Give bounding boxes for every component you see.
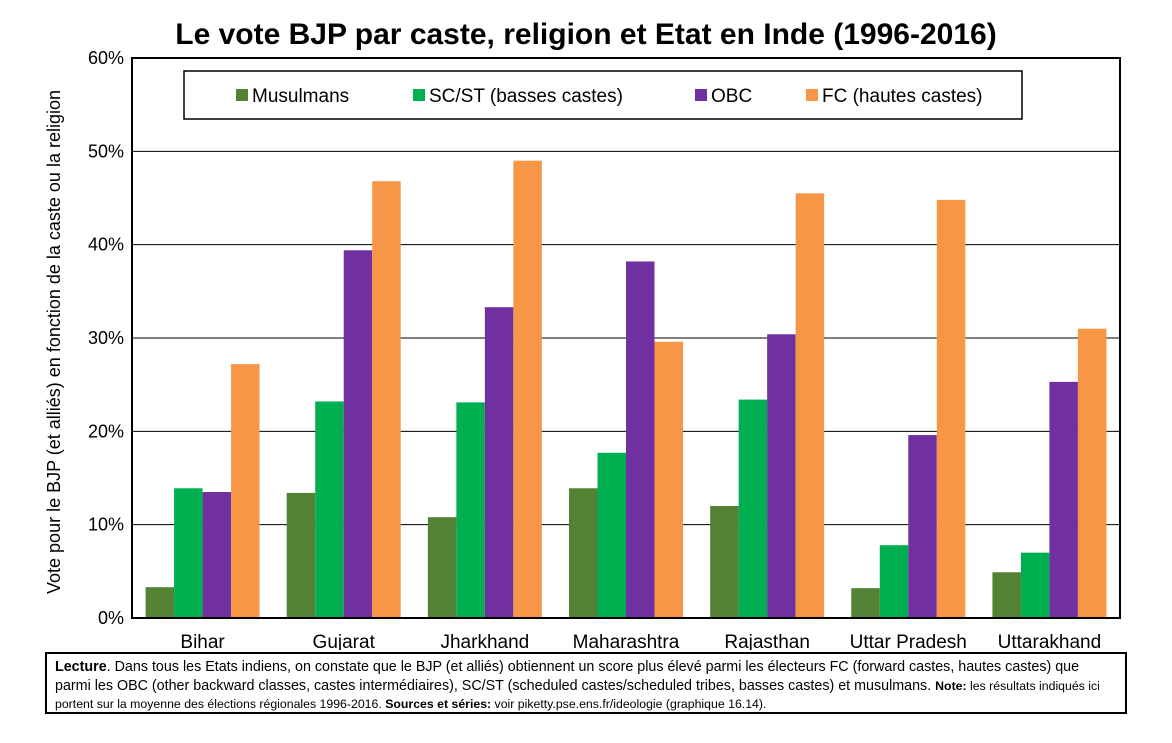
chart-title: Le vote BJP par caste, religion et Etat … [175, 18, 997, 51]
bar [738, 399, 768, 618]
legend-swatch [413, 89, 425, 101]
bar [513, 160, 542, 618]
legend: Musulmans SC/ST (basses castes) OBC FC (hau… [183, 70, 1023, 120]
y-tick-label: 10% [88, 515, 124, 535]
legend-swatch [695, 89, 707, 101]
y-axis-label: Vote pour le BJP (et alliés) en fonction… [44, 90, 64, 594]
bar [654, 341, 683, 618]
bar [145, 587, 175, 618]
bar [1049, 381, 1078, 618]
legend-box [183, 70, 1023, 120]
legend-label: SC/ST (basses castes) [429, 86, 623, 107]
x-tick-label: Gujarat [313, 632, 376, 650]
x-tick-labels: Bihar Gujarat Jharkhand Maharashtra Rajastha… [180, 632, 1101, 650]
bar [795, 193, 825, 619]
bar [1020, 552, 1050, 618]
bar [343, 250, 373, 618]
bar [992, 572, 1021, 618]
bar [569, 488, 598, 618]
bar [879, 545, 909, 618]
legend-label: FC (hautes castes) [822, 86, 983, 107]
x-tick-label: Jharkhand [440, 632, 529, 650]
note-sources-label: Sources et séries: [385, 697, 492, 711]
bar [851, 588, 880, 618]
legend-swatch [236, 89, 248, 101]
y-tick-label: 30% [88, 328, 124, 348]
legend-label: OBC [711, 86, 752, 107]
bars [145, 160, 1107, 619]
bar-chart: 0% 10% 20% 30% 40% 50% 60% Bihar Gujarat Jharkha… [44, 48, 1121, 650]
bar [908, 435, 937, 618]
x-tick-label: Uttarakhand [998, 632, 1102, 650]
bar [597, 452, 626, 618]
note-secondary: Note: les résultats indiqués ici portent… [55, 679, 1100, 712]
x-tick-label: Bihar [180, 632, 225, 650]
y-tick-label: 60% [88, 48, 124, 68]
x-tick-label: Uttar Pradesh [850, 632, 967, 650]
legend-label: Musulmans [252, 86, 349, 107]
x-tick-label: Rajasthan [724, 632, 810, 650]
reading-note: Lecture. Dans tous les Etats indiens, on… [45, 652, 1127, 714]
note-sources-text: voir piketty.pse.ens.fr/ideologie (graph… [491, 697, 767, 711]
note-note-text: les résultats indiqués ici portent sur l… [55, 678, 1100, 712]
y-tick-label: 20% [88, 421, 124, 441]
bar [767, 334, 796, 618]
bar [315, 401, 344, 618]
bar [202, 492, 232, 618]
bar [231, 364, 260, 618]
y-tick-labels: 0% 10% 20% 30% 40% 50% 60% [88, 48, 124, 628]
bar [174, 488, 203, 618]
note-lecture-label: Lecture [55, 659, 107, 675]
y-tick-label: 0% [98, 608, 124, 628]
y-tick-label: 40% [88, 235, 124, 255]
y-tick-label: 50% [88, 141, 124, 161]
bar [427, 517, 457, 618]
bar [372, 181, 401, 618]
bar [626, 261, 655, 618]
bar [936, 199, 966, 618]
bar [1077, 328, 1107, 618]
note-note-label: Note: [935, 678, 967, 693]
note-lecture-text: . Dans tous les Etats indiens, on consta… [55, 659, 1080, 694]
legend-swatch [806, 89, 818, 101]
plot-frame [131, 57, 1121, 619]
bar [484, 307, 514, 618]
bar [710, 506, 739, 618]
x-tick-label: Maharashtra [573, 632, 680, 650]
bar [286, 492, 316, 618]
bar [456, 402, 485, 618]
